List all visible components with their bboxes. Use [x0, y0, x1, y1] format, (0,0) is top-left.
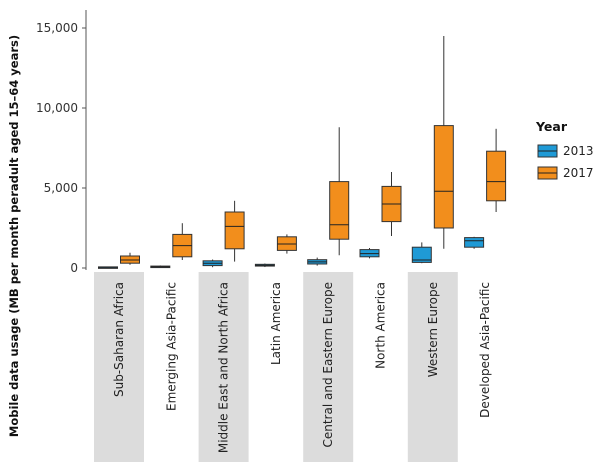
category-label: Western Europe	[426, 282, 440, 377]
box-body	[411, 246, 432, 263]
category-band	[303, 272, 354, 462]
category-label: Emerging Asia-Pacific	[164, 282, 178, 411]
box-2017	[433, 36, 454, 249]
box-2013	[150, 265, 171, 269]
category-label: Latin America	[269, 282, 283, 365]
category-label: North America	[374, 282, 388, 369]
box-body	[464, 237, 485, 248]
y-tick-label: 10,000	[36, 101, 78, 115]
box-2013	[464, 236, 485, 249]
box-body	[486, 150, 507, 202]
legend-label-2013: 2013	[563, 144, 594, 158]
box-2017	[276, 234, 297, 254]
box-2013	[202, 259, 223, 268]
box-2017	[120, 252, 140, 265]
category-label: Central and Eastern Europe	[321, 282, 335, 448]
y-tick-label: 0	[70, 261, 78, 275]
box-2017	[486, 128, 507, 212]
category-label: Sub-Saharan Africa	[112, 282, 126, 397]
legend-title: Year	[535, 119, 568, 134]
legend-label-2017: 2017	[563, 166, 594, 180]
box-body	[224, 211, 245, 250]
category-labels: Sub-Saharan Africa Emerging Asia-Pacific M…	[112, 282, 492, 453]
box-body	[433, 125, 454, 229]
box-body	[329, 181, 350, 240]
category-band	[407, 272, 458, 462]
box-2013	[307, 257, 328, 266]
y-tick-label: 15,000	[36, 21, 78, 35]
category-label: Middle East and North Africa	[217, 282, 231, 453]
box-2013	[98, 266, 118, 269]
category-label: Developed Asia-Pacific	[478, 282, 492, 418]
box-2013	[411, 242, 432, 264]
category-band	[94, 272, 144, 462]
y-axis-title: Mobile data usage (MB per month peradult…	[7, 35, 21, 437]
boxes	[98, 36, 507, 269]
category-band	[198, 272, 249, 462]
y-tick-label: 5,000	[44, 181, 78, 195]
box-2013	[254, 263, 275, 268]
box-2017	[172, 223, 193, 260]
box-2017	[329, 127, 350, 256]
legend: Year 2013 2017	[535, 119, 594, 180]
box-2017	[381, 172, 402, 236]
y-ticks: 0 5,000 10,000 15,000	[36, 21, 86, 275]
box-2013	[359, 248, 380, 259]
category-bands	[94, 272, 458, 462]
box-2017	[224, 200, 245, 262]
